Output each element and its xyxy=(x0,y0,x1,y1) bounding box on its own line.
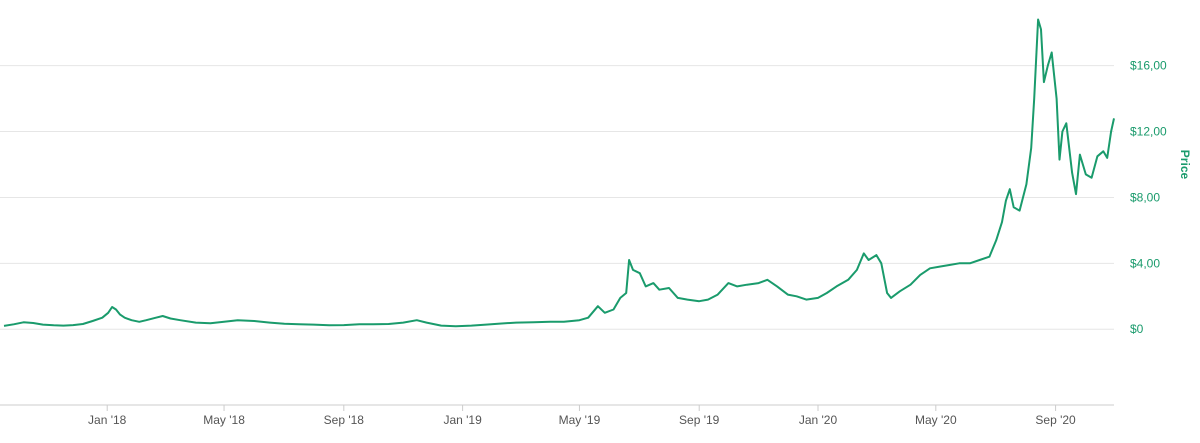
y-tick-label: $16,00 xyxy=(1130,59,1167,73)
x-tick-label: Jan '20 xyxy=(799,413,838,427)
x-axis-ticks: Jan '18 May '18 Sep '18 Jan '19 May '19 Sep '… xyxy=(88,405,1076,427)
x-tick-label: Jan '19 xyxy=(443,413,482,427)
x-tick-label: May '20 xyxy=(915,413,957,427)
y-axis-ticks: $0 $4,00 $8,00 $12,00 $16,00 xyxy=(1130,59,1167,337)
x-tick-label: Sep '19 xyxy=(679,413,720,427)
y-tick-label: $8,00 xyxy=(1130,190,1160,204)
y-axis-title: Price xyxy=(1178,150,1192,180)
x-tick-label: Sep '20 xyxy=(1035,413,1076,427)
x-tick-label: Jan '18 xyxy=(88,413,127,427)
x-tick-label: May '18 xyxy=(203,413,245,427)
x-tick-label: Sep '18 xyxy=(324,413,365,427)
y-tick-label: $4,00 xyxy=(1130,256,1160,270)
grid-lines xyxy=(0,65,1114,330)
x-tick-label: May '19 xyxy=(559,413,601,427)
y-tick-label: $0 xyxy=(1130,322,1144,336)
price-series-line xyxy=(3,18,1115,328)
y-tick-label: $12,00 xyxy=(1130,125,1167,139)
